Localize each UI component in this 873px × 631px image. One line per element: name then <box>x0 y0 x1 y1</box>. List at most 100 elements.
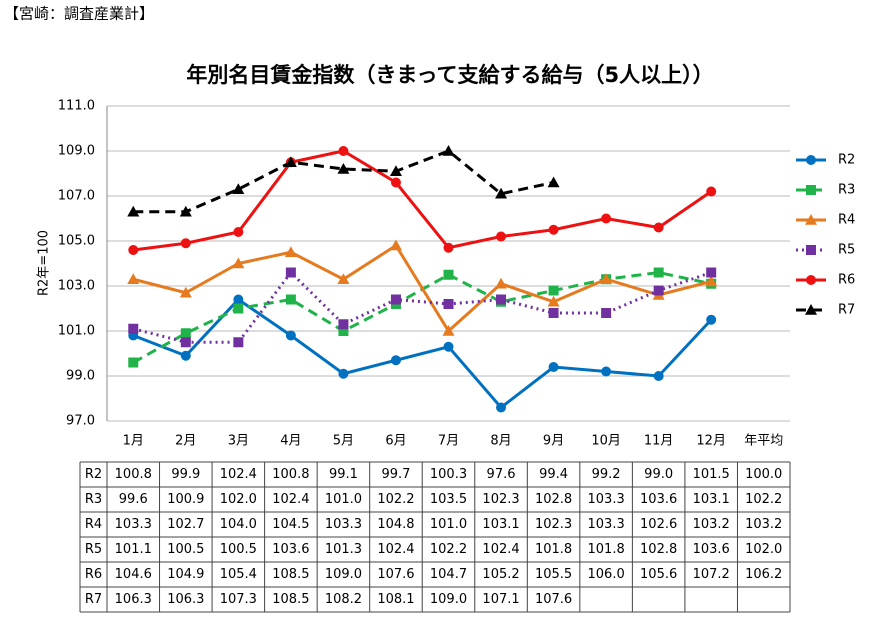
x-tick-label: 4月 <box>280 434 301 449</box>
legend-label: R4 <box>838 213 855 228</box>
point <box>180 328 191 339</box>
point <box>390 294 401 305</box>
table-cell: 100.0 <box>745 467 782 482</box>
table-cell: 104.0 <box>220 517 257 532</box>
table-cell: 105.6 <box>640 567 677 582</box>
table-cell: 107.6 <box>377 567 414 582</box>
table-cell: 99.2 <box>592 467 621 482</box>
point <box>233 303 244 314</box>
table-cell: 103.1 <box>693 492 730 507</box>
point <box>547 295 560 307</box>
table-cell: 102.4 <box>272 492 309 507</box>
table-cell: 103.2 <box>693 517 730 532</box>
table-cell: 102.3 <box>535 517 572 532</box>
point <box>390 355 401 366</box>
table-cell: 109.0 <box>430 592 467 607</box>
table-cell: 102.7 <box>167 517 204 532</box>
table-cell: 102.8 <box>535 492 572 507</box>
table-cell: 102.2 <box>430 542 467 557</box>
table-cell: 104.6 <box>115 567 152 582</box>
table-cell: 99.0 <box>644 467 673 482</box>
point <box>179 205 192 217</box>
point <box>496 294 507 305</box>
table-row-label: R7 <box>85 592 102 607</box>
point <box>338 146 349 156</box>
series-line <box>133 149 713 252</box>
table-cell: 99.7 <box>381 467 410 482</box>
table-cell: 100.5 <box>167 542 204 557</box>
table-cell: 106.0 <box>588 567 625 582</box>
legend-label: R7 <box>838 303 855 318</box>
point <box>232 183 245 195</box>
table-cell: 99.4 <box>539 467 568 482</box>
point <box>653 371 664 381</box>
point <box>443 269 454 280</box>
point <box>285 267 296 278</box>
x-tick-label: 12月 <box>696 434 726 449</box>
series-line <box>133 149 554 214</box>
x-tick-label: 年平均 <box>744 434 783 449</box>
x-tick-label: 9月 <box>543 434 564 449</box>
table-cell: 101.8 <box>588 542 625 557</box>
table-row-label: R2 <box>85 467 102 482</box>
point <box>547 176 560 188</box>
table-row-label: R5 <box>85 542 102 557</box>
table-cell: 102.3 <box>482 492 519 507</box>
table-row-label: R4 <box>85 517 102 532</box>
table-cell: 106.3 <box>115 592 152 607</box>
table-cell: 106.2 <box>745 567 782 582</box>
table-cell: 100.8 <box>272 467 309 482</box>
table-cell: 102.2 <box>745 492 782 507</box>
point <box>233 227 244 237</box>
legend-marker <box>806 185 816 195</box>
table-cell: 102.4 <box>482 542 519 557</box>
series-line <box>132 270 712 344</box>
legend-label: R6 <box>838 273 855 288</box>
point <box>233 337 244 348</box>
x-tick-label: 5月 <box>333 434 354 449</box>
table-cell: 101.0 <box>430 517 467 532</box>
point <box>706 267 717 278</box>
table-cell: 104.5 <box>272 517 309 532</box>
point <box>180 337 191 348</box>
point <box>495 277 508 289</box>
table-cell: 100.3 <box>430 467 467 482</box>
y-tick-label: 99.0 <box>66 369 95 384</box>
table-cell: 101.5 <box>693 467 730 482</box>
legend-marker <box>805 304 817 315</box>
table-cell: 103.6 <box>272 542 309 557</box>
table-cell: 102.0 <box>745 542 782 557</box>
table-cell: 102.2 <box>377 492 414 507</box>
point <box>128 323 139 334</box>
table-cell: 101.1 <box>115 542 152 557</box>
x-tick-label: 3月 <box>228 434 249 449</box>
table-cell: 107.2 <box>693 567 730 582</box>
point <box>601 308 612 318</box>
point <box>337 273 350 285</box>
table-row-label: R6 <box>85 567 102 582</box>
point <box>179 286 192 298</box>
point <box>601 366 612 377</box>
point <box>337 163 350 174</box>
x-tick-label: 8月 <box>490 434 511 449</box>
y-tick-label: 97.0 <box>66 414 95 429</box>
table-cell: 97.6 <box>487 467 516 482</box>
table-cell: 103.2 <box>745 517 782 532</box>
table-row-label: R3 <box>85 492 102 507</box>
legend-label: R3 <box>838 183 855 198</box>
legend-marker <box>805 214 817 225</box>
table-cell: 108.1 <box>377 592 414 607</box>
point <box>232 257 245 269</box>
table-cell: 105.5 <box>535 567 572 582</box>
y-tick-label: 105.0 <box>58 234 95 249</box>
table-cell: 103.3 <box>588 517 625 532</box>
point <box>600 273 613 285</box>
table-cell: 102.8 <box>640 542 677 557</box>
point <box>548 285 559 296</box>
table-cell: 104.8 <box>377 517 414 532</box>
table-cell: 102.4 <box>377 542 414 557</box>
point <box>548 362 559 372</box>
point <box>285 330 296 341</box>
point <box>548 308 559 318</box>
y-tick-label: 109.0 <box>58 144 95 159</box>
